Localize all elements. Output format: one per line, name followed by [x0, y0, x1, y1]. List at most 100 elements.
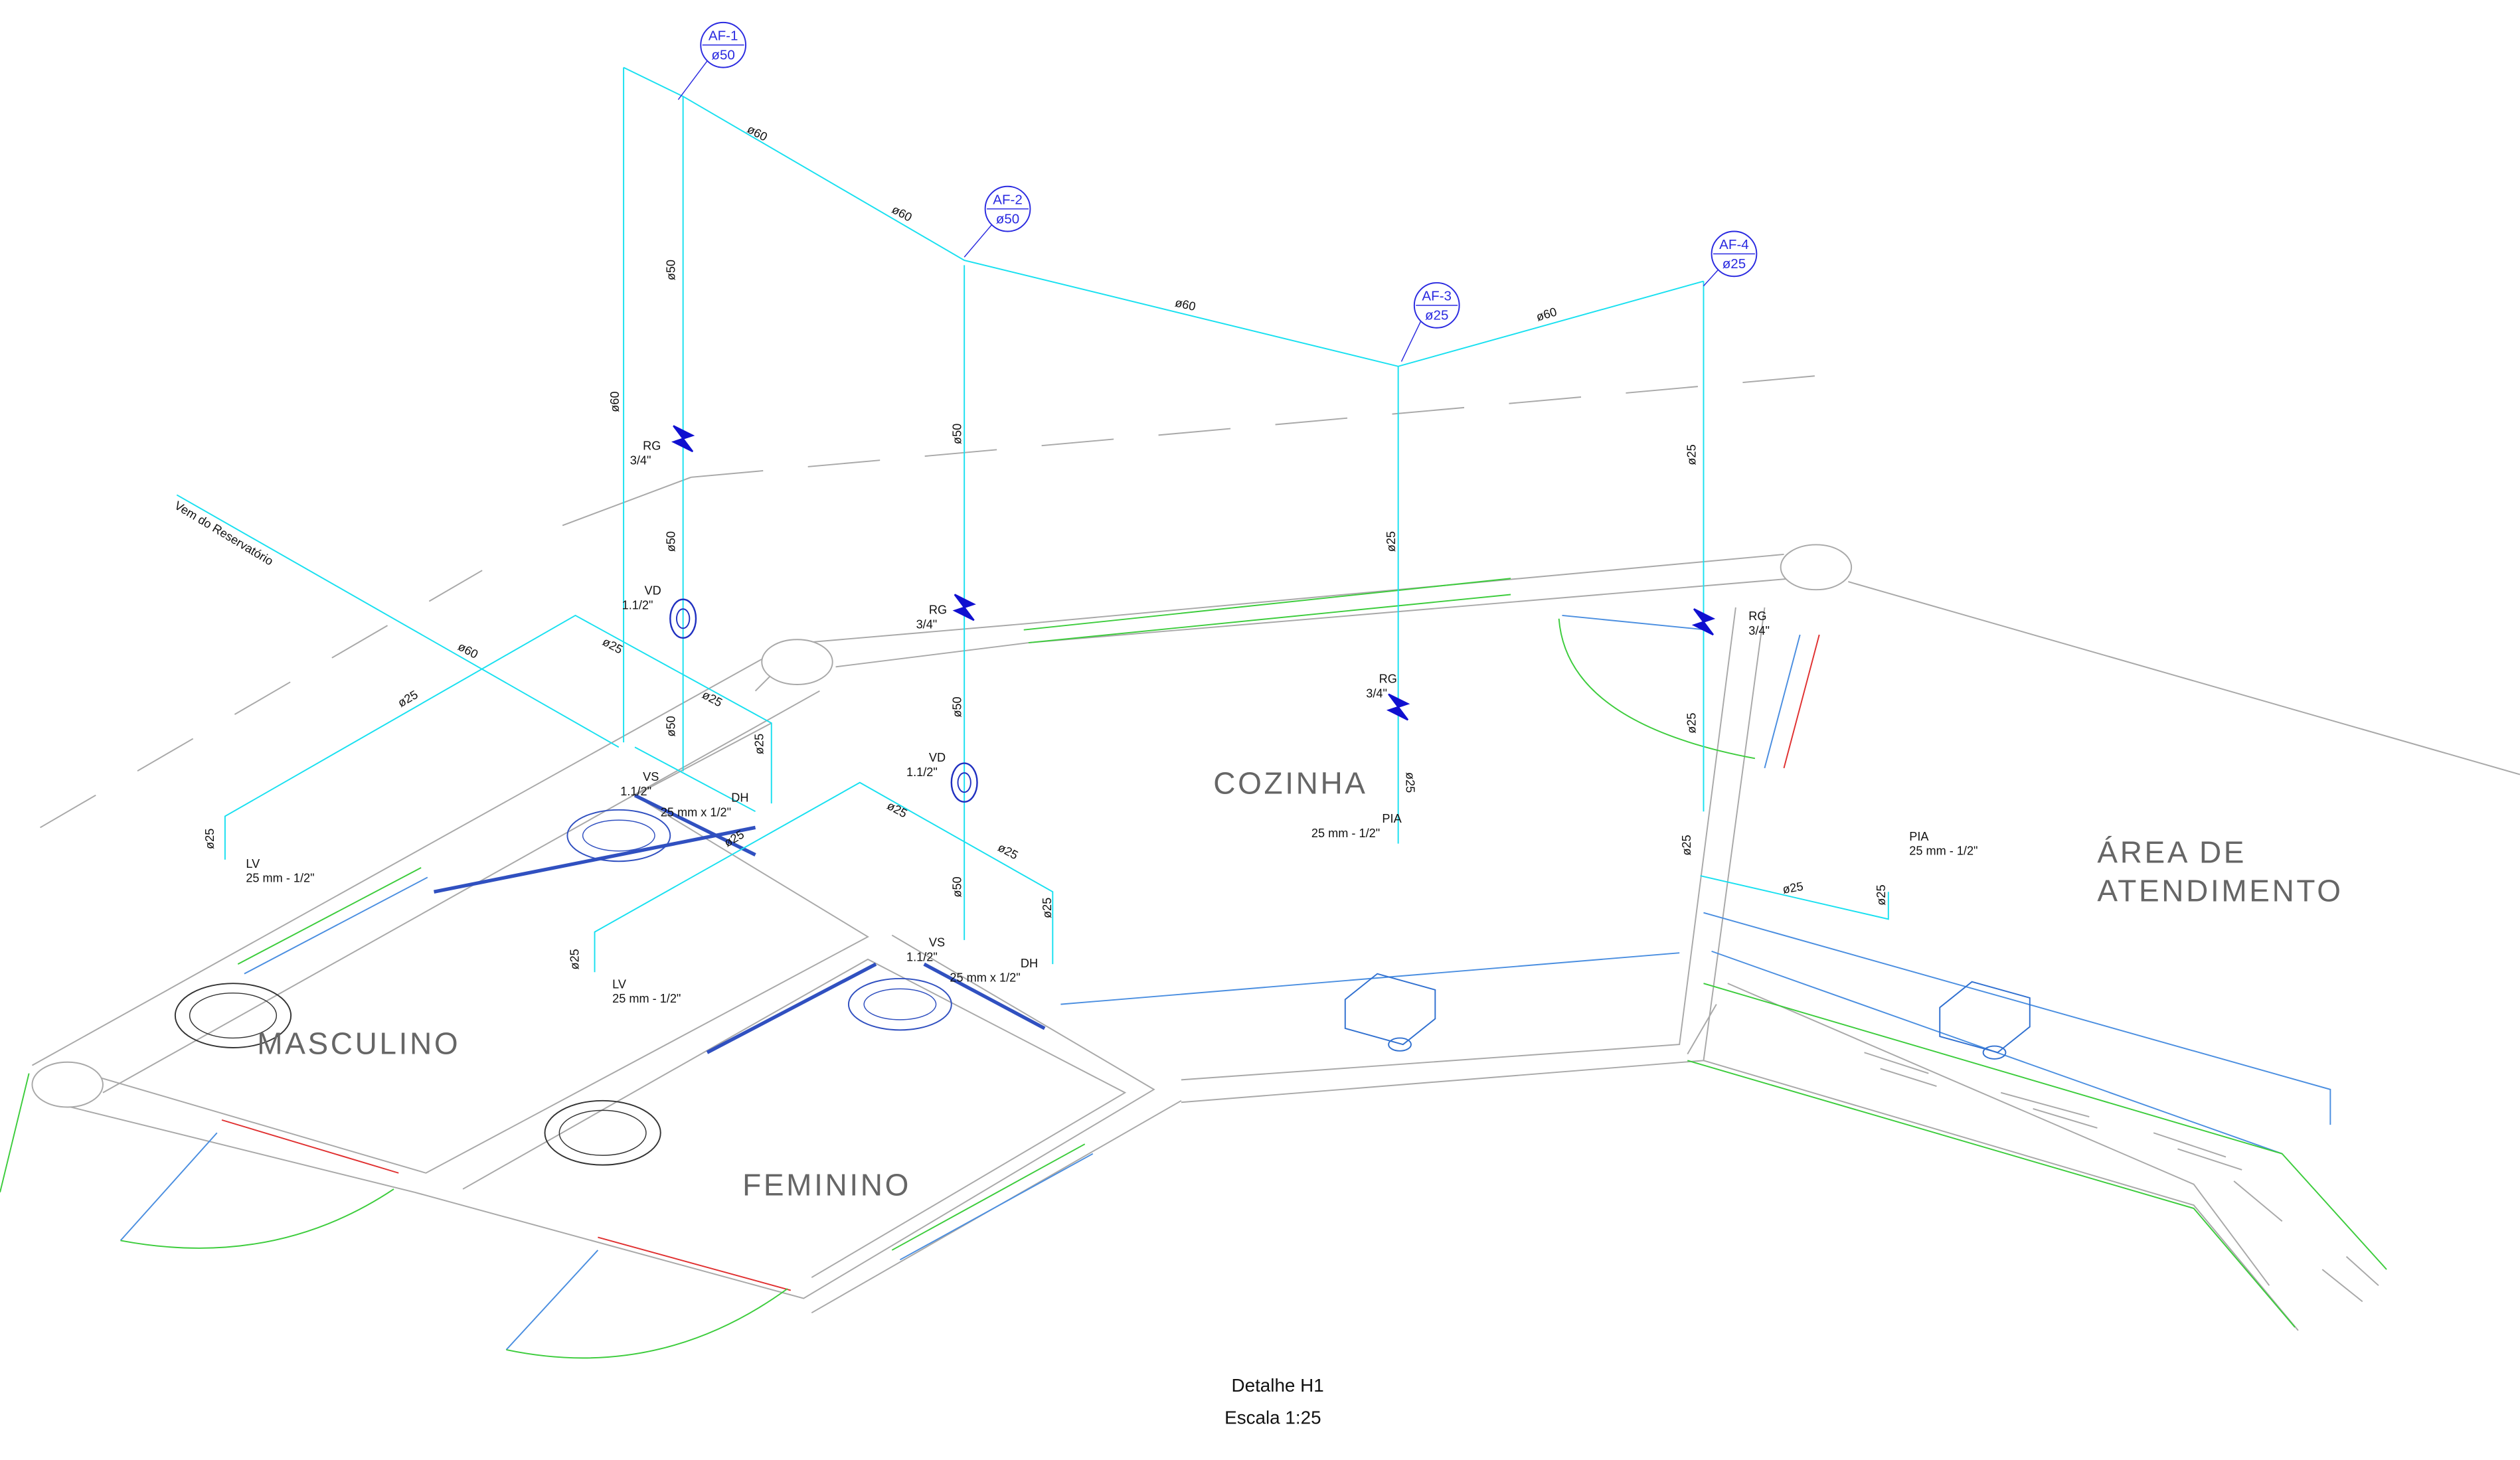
stair-line [1881, 1068, 1937, 1086]
page: {"columns":[{"tag":"AF-1","diameter":"ø5… [0, 0, 2520, 1460]
wall [836, 578, 1792, 667]
fixture-size: 3/4" [1366, 687, 1387, 700]
window [1687, 1060, 2295, 1327]
fixture-size: 25 mm - 1/2" [1909, 845, 1977, 858]
fixture-size: 3/4" [630, 453, 651, 467]
footer-scale: Escala 1:25 [1224, 1407, 1321, 1427]
door-swing [506, 1289, 788, 1358]
wall [803, 554, 1784, 643]
pipe-label: ø60 [1535, 305, 1558, 323]
tag-leader [678, 61, 707, 100]
pipe-label: ø50 [950, 424, 964, 444]
column [762, 639, 832, 685]
wall [1728, 983, 2270, 1285]
window [1703, 983, 2387, 1269]
wall [1181, 608, 1765, 1102]
door-leaf [506, 1250, 598, 1350]
pipe-label: ø50 [665, 260, 678, 280]
dashed-axis [562, 477, 691, 526]
room-label: ATENDIMENTO [2097, 874, 2343, 908]
column [1781, 544, 1851, 590]
room-label: ÁREA DE [2097, 835, 2246, 870]
sink-drain [1388, 1038, 1411, 1050]
column-tag-label: AF-1 [709, 29, 738, 44]
door-swing [121, 1189, 394, 1248]
fixture-code: PIA [1909, 830, 1929, 843]
fixture-bar [434, 827, 756, 892]
pipe-label: ø25 [1685, 712, 1698, 733]
column-diameter: ø25 [1722, 256, 1746, 272]
washbasin-inner [559, 1110, 646, 1155]
pipe-label: ø25 [1680, 835, 1693, 855]
pipe-label: ø25 [753, 734, 766, 754]
wall [1848, 582, 2520, 774]
pipe-label: ø60 [608, 391, 622, 412]
pipe-label: ø25 [1782, 880, 1804, 896]
door-leaf [1562, 615, 1707, 630]
door-wall [1784, 635, 1819, 768]
column [32, 1062, 102, 1107]
pipe-label: ø25 [203, 829, 216, 849]
tag-leader [964, 225, 991, 257]
stair-line [2322, 1269, 2363, 1301]
room-label: COZINHA [1213, 766, 1367, 801]
fixture-code: DH [1021, 957, 1038, 970]
pipe-label: ø50 [950, 876, 964, 897]
toilet-bowl [864, 989, 936, 1019]
fixture-code: LV [246, 857, 260, 870]
footer-detail: Detalhe H1 [1232, 1375, 1324, 1396]
door-leaf [121, 1133, 217, 1240]
column-diameter: ø50 [996, 211, 1019, 226]
stair-line [2001, 1093, 2089, 1117]
fixture-code: VD [645, 584, 661, 597]
column-tag-label: AF-3 [1422, 289, 1452, 304]
door-wall [598, 1238, 790, 1291]
window [900, 1154, 1092, 1260]
fixture-code: VS [643, 770, 659, 783]
fixture-code: RG [1379, 673, 1397, 686]
pipe-label: ø25 [884, 799, 909, 820]
supply-note: Vem do Reservatório [172, 499, 276, 568]
wall [1181, 608, 1736, 1080]
door-wall [222, 1120, 398, 1173]
fixture-size: 1.1/2" [622, 598, 653, 611]
room-label: MASCULINO [257, 1026, 460, 1061]
kitchen-sink [1345, 974, 1436, 1044]
pipe-label: ø25 [700, 688, 724, 709]
fixture-size: 3/4" [916, 617, 938, 631]
pipe-label: ø60 [456, 640, 480, 661]
pipe-label: ø60 [1174, 296, 1197, 314]
pipe-label: ø25 [1041, 898, 1054, 918]
column-tag-label: AF-2 [993, 192, 1023, 207]
fixture-size: 1.1/2" [620, 785, 651, 798]
fixture-size: 25 mm x 1/2" [661, 805, 731, 819]
fixture-size: 1.1/2" [906, 950, 938, 963]
tag-leader [1401, 321, 1420, 362]
drawing: AF-1 ø50 AF-2 ø50 AF-3 ø25 AF-4 ø25 ø60 ø60 ø60 ø60… [0, 0, 2520, 1460]
fixture-size: 1.1/2" [906, 766, 938, 779]
pipe-label: ø50 [665, 716, 678, 736]
door-swing [0, 1074, 29, 1192]
fixture-size: 25 mm - 1/2" [1311, 827, 1380, 840]
fixture-size: 25 mm - 1/2" [246, 872, 314, 885]
door-wall [1764, 635, 1800, 768]
stair-line [2234, 1181, 2282, 1222]
pipe-label: ø60 [890, 203, 914, 224]
tag-leader [1703, 270, 1718, 286]
dashed-axis [691, 374, 1832, 477]
pipe-label: ø25 [1404, 772, 1417, 793]
fixture-size: 25 mm - 1/2" [612, 992, 681, 1005]
column-tag-label: AF-4 [1719, 237, 1749, 252]
fixture-code: DH [731, 791, 748, 805]
pipe-label: ø50 [665, 531, 678, 552]
pipe-label: ø50 [950, 696, 964, 717]
stair-line [2347, 1257, 2379, 1286]
fixture-code: RG [643, 440, 661, 453]
fixture-code: PIA [1382, 812, 1402, 825]
wall [635, 723, 772, 795]
pipe-label: ø25 [1875, 884, 1888, 905]
fixture-size: 3/4" [1748, 624, 1770, 637]
pipe-label: ø25 [568, 949, 581, 969]
column-diameter: ø50 [711, 48, 734, 63]
wall [103, 691, 819, 1093]
